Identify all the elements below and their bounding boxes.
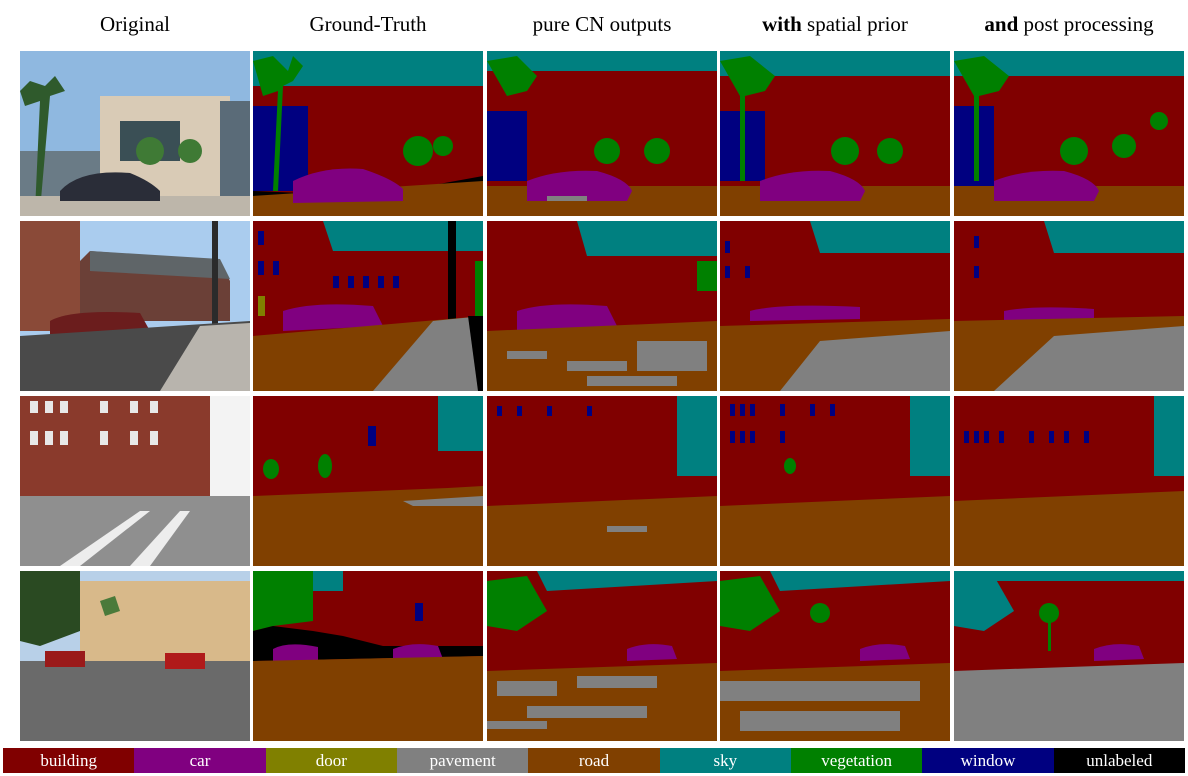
column-header-post-processing: and post processing [954, 12, 1184, 37]
legend-item-pavement: pavement [396, 748, 529, 773]
image-row3-ground-truth [253, 396, 483, 566]
image-row2-ground-truth [253, 221, 483, 391]
legend-item-door: door [265, 748, 397, 773]
image-row4-original [20, 571, 250, 741]
image-row3-pure-cn [487, 396, 717, 566]
image-row4-spatial-prior [720, 571, 950, 741]
image-row2-pure-cn [487, 221, 717, 391]
image-row2-original [20, 221, 250, 391]
column-header-spatial-prior: with spatial prior [720, 12, 950, 37]
image-row4-pure-cn [487, 571, 717, 741]
image-row3-post-processing [954, 396, 1184, 566]
legend-item-vegetation: vegetation [790, 748, 923, 773]
image-row1-ground-truth [253, 51, 483, 216]
legend-item-unlabeled: unlabeled [1053, 748, 1185, 773]
legend-item-sky: sky [659, 748, 791, 773]
image-row2-post-processing [954, 221, 1184, 391]
legend-item-building: building [3, 748, 135, 773]
column-header-pure-cn: pure CN outputs [487, 12, 717, 37]
legend-item-car: car [134, 748, 266, 773]
image-row1-post-processing [954, 51, 1184, 216]
column-header-label: Original [100, 12, 170, 36]
color-legend: building car door pavement road sky vege… [3, 748, 1185, 776]
column-header-ground-truth: Ground-Truth [253, 12, 483, 37]
image-row3-original [20, 396, 250, 566]
image-row1-original [20, 51, 250, 216]
image-row1-spatial-prior [720, 51, 950, 216]
legend-item-road: road [528, 748, 660, 773]
column-header-label: spatial prior [801, 12, 908, 36]
column-header-label: post processing [1018, 12, 1154, 36]
column-header-bold: and [984, 12, 1019, 36]
image-row4-ground-truth [253, 571, 483, 741]
image-row4-post-processing [954, 571, 1184, 741]
column-header-label: pure CN outputs [532, 12, 672, 36]
legend-item-window: window [922, 748, 1054, 773]
column-header-original: Original [20, 12, 250, 37]
image-row2-spatial-prior [720, 221, 950, 391]
column-header-label: Ground-Truth [309, 12, 427, 36]
image-row1-pure-cn [487, 51, 717, 216]
image-row3-spatial-prior [720, 396, 950, 566]
column-header-bold: with [762, 12, 802, 36]
